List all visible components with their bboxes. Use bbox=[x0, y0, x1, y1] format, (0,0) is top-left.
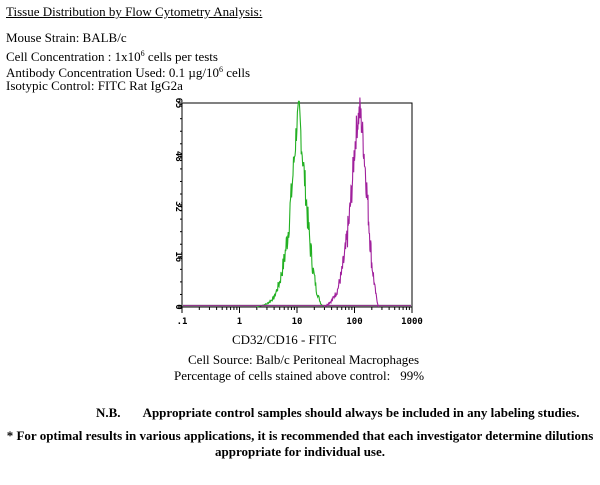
y-tick-label: 65 bbox=[173, 98, 183, 109]
histogram-chart: .1 1 10 100 1000 0 16 32 48 65 bbox=[160, 95, 440, 335]
cell-concentration-suffix: cells per tests bbox=[144, 49, 218, 64]
y-tick-label: 32 bbox=[173, 201, 183, 212]
y-tick-label: 0 bbox=[173, 304, 183, 309]
percentage-stained: Percentage of cells stained above contro… bbox=[174, 368, 424, 384]
percentage-value: 99% bbox=[400, 368, 425, 383]
page-title: Tissue Distribution by Flow Cytometry An… bbox=[6, 4, 263, 19]
series-line-1 bbox=[324, 97, 379, 308]
nb-prefix: N.B. bbox=[96, 405, 121, 420]
nb-note: N.B. Appropriate control samples should a… bbox=[96, 405, 579, 421]
nb-text: Appropriate control samples should alway… bbox=[142, 405, 580, 420]
x-tick-label: 10 bbox=[292, 317, 303, 327]
y-tick-label: 16 bbox=[173, 251, 183, 262]
x-tick-label: 1000 bbox=[401, 317, 423, 327]
x-tick-label: 100 bbox=[346, 317, 362, 327]
series-line-0 bbox=[256, 100, 325, 308]
x-axis-label: CD32/CD16 - FITC bbox=[232, 332, 337, 347]
x-tick-label: .1 bbox=[177, 317, 188, 327]
antibody-concentration-suffix: cells bbox=[222, 65, 251, 80]
percentage-label: Percentage of cells stained above contro… bbox=[174, 368, 391, 383]
histogram-svg: .1 1 10 100 1000 0 16 32 48 65 bbox=[173, 97, 423, 327]
mouse-strain: Mouse Strain: BALB/c bbox=[6, 30, 127, 45]
cell-concentration-prefix: Cell Concentration : 1x10 bbox=[6, 49, 141, 64]
y-tick-label: 48 bbox=[173, 151, 183, 162]
dilution-note: * For optimal results in various applica… bbox=[6, 428, 594, 459]
antibody-concentration-prefix: Antibody Concentration Used: 0.1 µg/10 bbox=[6, 65, 219, 80]
antibody-concentration-exponent: 6 bbox=[218, 65, 223, 74]
antibody-concentration: Antibody Concentration Used: 0.1 µg/106 … bbox=[6, 62, 250, 81]
cell-source: Cell Source: Balb/c Peritoneal Macrophag… bbox=[188, 352, 420, 367]
isotypic-control: Isotypic Control: FITC Rat IgG2a bbox=[6, 78, 183, 93]
cell-concentration-exponent: 6 bbox=[140, 49, 145, 58]
x-tick-label: 1 bbox=[237, 317, 242, 327]
cell-concentration: Cell Concentration : 1x106 cells per tes… bbox=[6, 46, 218, 65]
